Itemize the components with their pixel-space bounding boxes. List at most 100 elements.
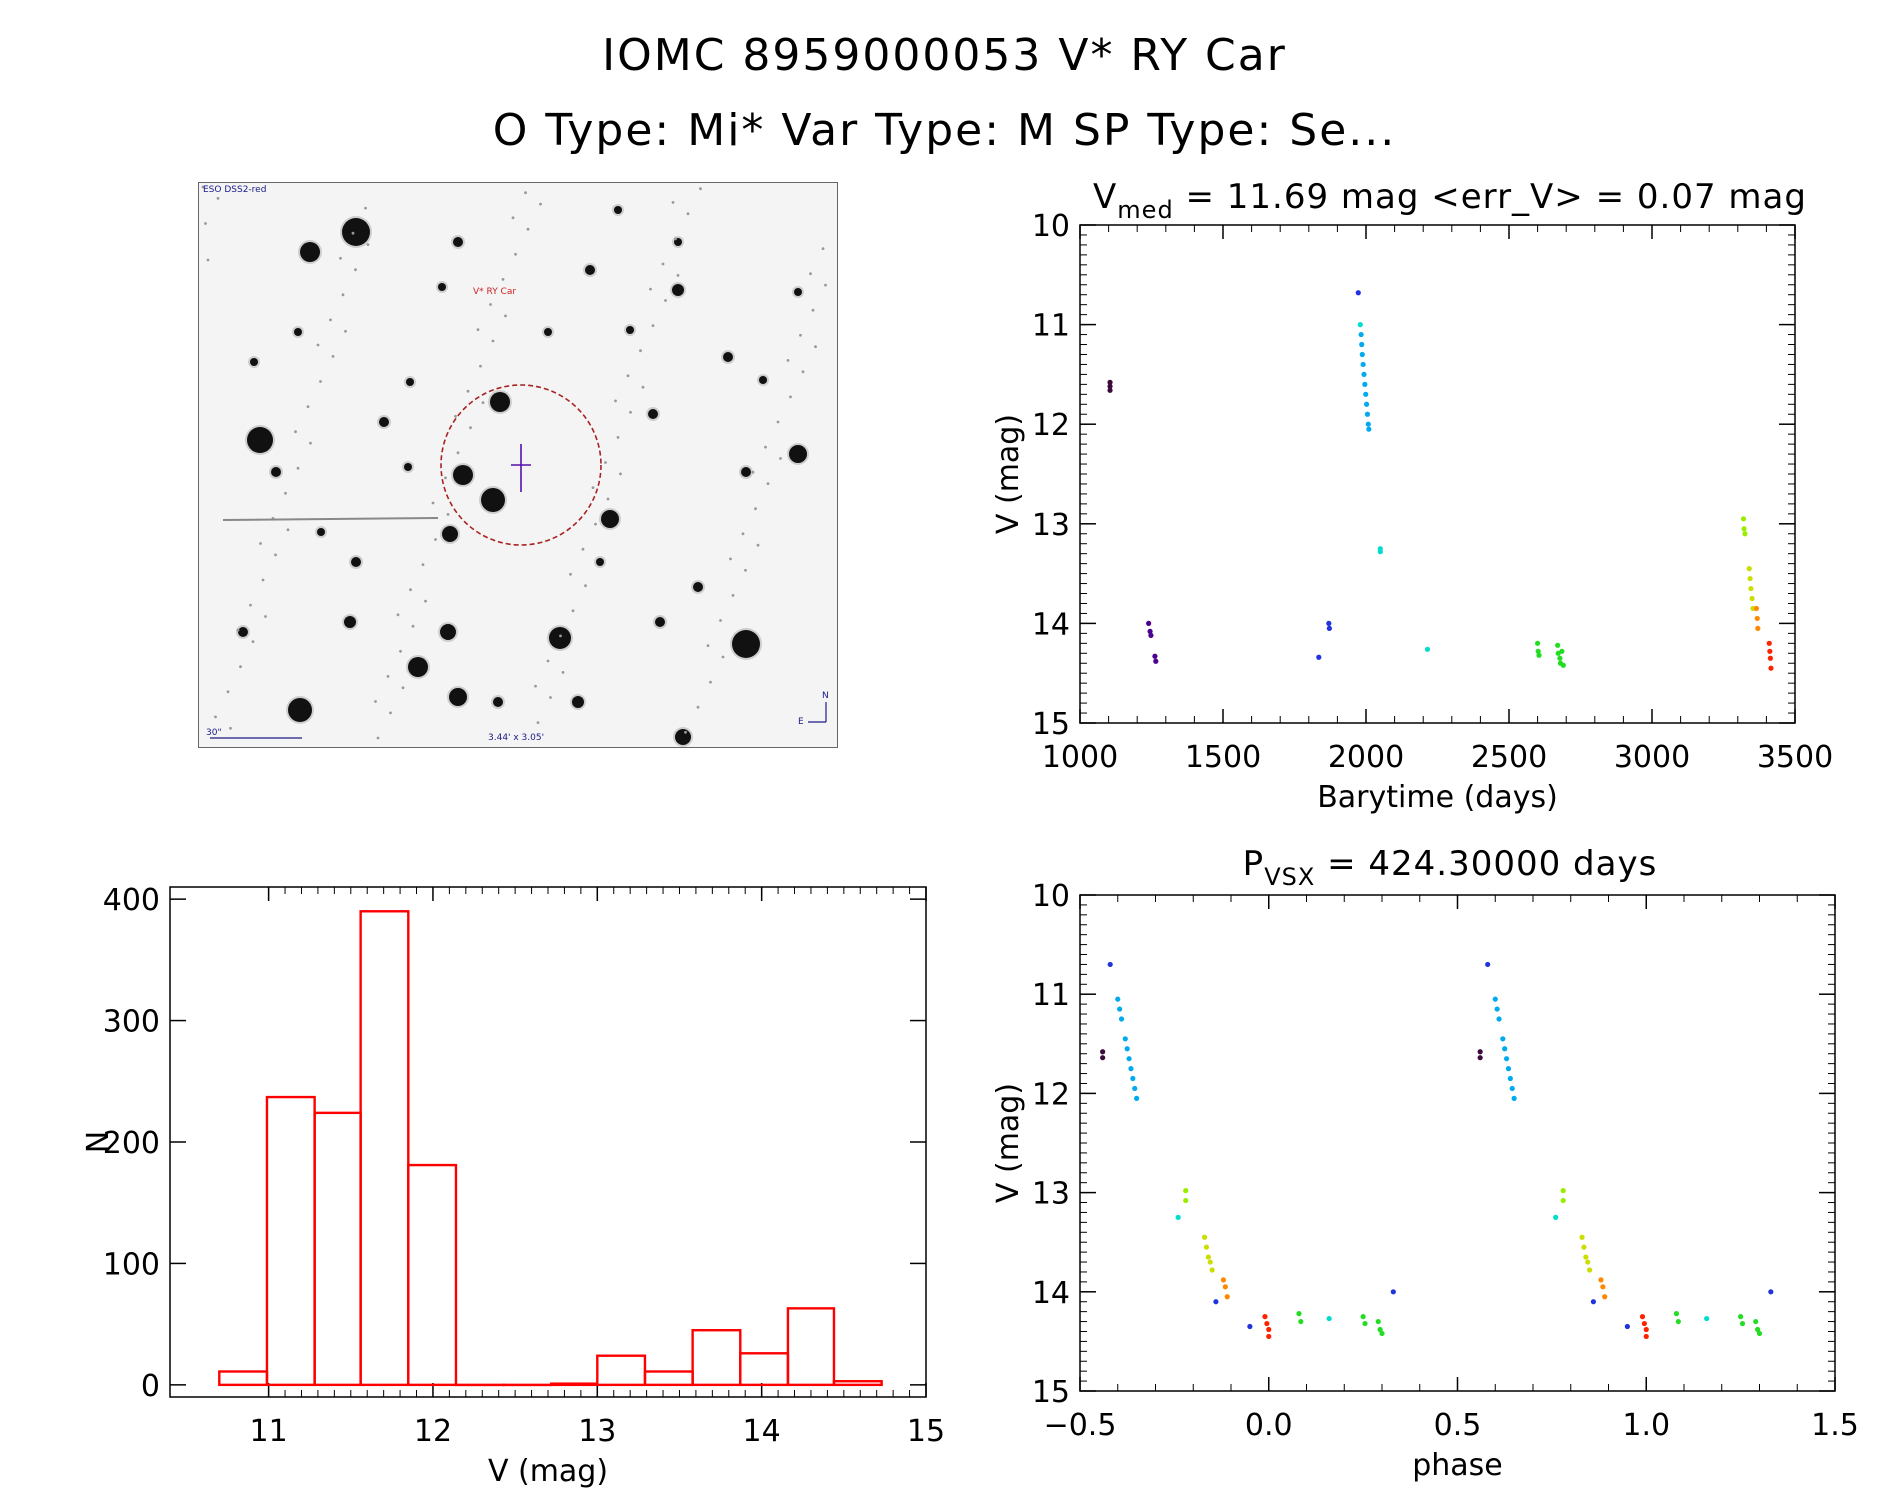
- faint-star: [751, 470, 755, 474]
- data-point: [1296, 1311, 1302, 1317]
- data-point: [1535, 648, 1541, 654]
- data-point: [1755, 1326, 1761, 1333]
- data-point: [1183, 1188, 1189, 1194]
- data-point: [1505, 1066, 1512, 1072]
- data-point: [1213, 1299, 1219, 1305]
- faint-star: [729, 557, 732, 561]
- data-point: [1316, 654, 1322, 660]
- x-tick-label: 1000: [1042, 740, 1118, 775]
- data-point: [1511, 1095, 1517, 1101]
- star: [271, 467, 281, 477]
- star: [440, 624, 456, 640]
- faint-star: [364, 206, 367, 210]
- data-point: [1366, 426, 1372, 432]
- y-tick-label: 10: [1032, 209, 1070, 244]
- data-point: [1560, 1197, 1566, 1204]
- histogram-bar: [407, 1163, 458, 1387]
- star: [342, 218, 370, 246]
- survey-label: ESO DSS2-red: [203, 185, 266, 195]
- plot-frame: [1079, 894, 1836, 1392]
- histogram-bar: [832, 1380, 883, 1387]
- faint-star: [309, 441, 312, 445]
- data-point: [1390, 1289, 1396, 1295]
- data-point: [1360, 1314, 1366, 1320]
- faint-star: [619, 472, 622, 476]
- y-tick-label: 11: [1032, 309, 1070, 344]
- faint-star: [684, 730, 687, 734]
- star: [406, 378, 414, 386]
- faint-star: [216, 197, 220, 200]
- star: [379, 417, 389, 427]
- histogram-bar: [691, 1329, 742, 1387]
- x-tick-label: 13: [578, 1414, 616, 1449]
- y-tick-label: 0: [141, 1369, 160, 1404]
- faint-star: [264, 615, 267, 618]
- histogram-bar: [313, 1111, 362, 1387]
- data-point: [1768, 665, 1774, 671]
- faint-star: [296, 466, 300, 470]
- faint-star: [204, 222, 207, 225]
- data-point: [1377, 549, 1383, 555]
- data-point: [1477, 1049, 1483, 1055]
- y-tick-label: 12: [1032, 1077, 1070, 1112]
- x-tick-label: −0.5: [1044, 1408, 1117, 1443]
- data-point: [1118, 1016, 1125, 1022]
- satellite-trail: [222, 517, 439, 521]
- faint-star: [584, 584, 587, 588]
- data-point: [1298, 1318, 1304, 1325]
- data-point: [1536, 652, 1542, 658]
- star: [453, 465, 473, 485]
- data-point: [1753, 1318, 1759, 1325]
- data-point: [1585, 1259, 1591, 1265]
- star: [585, 265, 595, 275]
- data-point: [1107, 387, 1113, 393]
- x-tick-label: 1.0: [1622, 1408, 1670, 1443]
- faint-star: [766, 482, 770, 485]
- chart-title: PVSX = 424.30000 days: [1243, 844, 1658, 891]
- faint-star: [226, 690, 230, 694]
- data-point: [1362, 1320, 1368, 1327]
- faint-star: [229, 726, 232, 730]
- star: [288, 698, 312, 722]
- faint-star: [539, 202, 542, 206]
- faint-star: [274, 553, 277, 557]
- faint-star: [534, 684, 537, 688]
- x-tick-label: 2500: [1471, 740, 1547, 775]
- faint-star: [251, 640, 255, 643]
- faint-star: [469, 426, 472, 430]
- data-point: [1555, 642, 1561, 648]
- star: [675, 729, 691, 745]
- faint-star: [329, 318, 332, 322]
- star: [789, 445, 807, 463]
- data-point: [1503, 1056, 1510, 1062]
- data-point: [1553, 1214, 1559, 1220]
- faint-star: [386, 675, 390, 678]
- faint-star: [641, 385, 645, 389]
- star: [794, 288, 802, 296]
- y-tick-label: 100: [103, 1247, 160, 1282]
- data-point: [1494, 1006, 1500, 1012]
- data-point: [1502, 1046, 1508, 1052]
- histogram-bar: [596, 1354, 647, 1387]
- data-point: [1767, 648, 1773, 654]
- faint-star: [571, 609, 575, 613]
- faint-star: [776, 420, 780, 424]
- faint-star: [376, 736, 380, 740]
- faint-star: [354, 268, 357, 272]
- y-tick-label: 12: [1032, 408, 1070, 443]
- faint-star: [594, 522, 597, 526]
- data-point: [1485, 961, 1491, 968]
- data-point: [1326, 625, 1332, 631]
- data-point: [1768, 1289, 1774, 1295]
- data-point: [1477, 1055, 1483, 1061]
- data-point: [1365, 421, 1371, 427]
- faint-star: [319, 380, 322, 383]
- lightcurve-chart: 1000 1500 2000 2500 3000 3500 10 11 12 13 14 15 Bary…: [991, 177, 1833, 815]
- data-point: [1673, 1311, 1680, 1317]
- histogram-bar: [218, 1370, 269, 1387]
- data-point: [1117, 1006, 1123, 1012]
- faint-star: [259, 542, 262, 545]
- page-title: IOMC 8959000053 V* RY Car: [602, 30, 1287, 81]
- x-tick-label: 1500: [1185, 740, 1261, 775]
- faint-star: [824, 283, 827, 287]
